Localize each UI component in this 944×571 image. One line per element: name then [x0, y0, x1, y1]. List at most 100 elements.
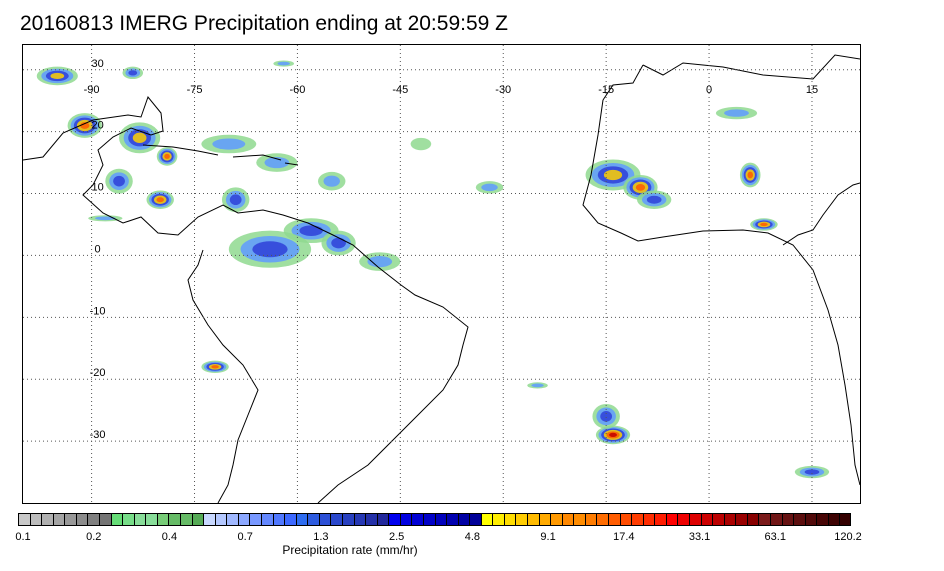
colorbar-cell [318, 513, 331, 526]
lat-label: -30 [90, 429, 106, 441]
precip-cell [229, 194, 242, 206]
colorbar-cell [260, 513, 273, 526]
colorbar-label: Precipitation rate (mm/hr) [282, 543, 418, 557]
colorbar-cell [365, 513, 378, 526]
precip-cell [600, 411, 613, 422]
colorbar-cell [677, 513, 690, 526]
colorbar-tick-label: 17.4 [613, 531, 635, 543]
precip-cell [50, 72, 65, 80]
colorbar-cell [52, 513, 65, 526]
colorbar-cell [561, 513, 574, 526]
precip-cell [531, 383, 544, 388]
colorbar-cell [98, 513, 111, 526]
colorbar-cell [827, 513, 840, 526]
colorbar-cell [110, 513, 123, 526]
colorbar-cell [469, 513, 482, 526]
colorbar-tick-label: 4.8 [464, 531, 481, 543]
colorbar-cell [503, 513, 516, 526]
colorbar-cell [214, 513, 227, 526]
colorbar-cell [422, 513, 435, 526]
precip-cell [132, 132, 147, 143]
gridlines [23, 45, 860, 503]
precip-cell [804, 469, 820, 475]
coastline-africa-gulf [782, 182, 860, 246]
precipitation-layer [36, 60, 830, 479]
colorbar-cell [191, 513, 204, 526]
precipitation-map: -90 -75 -60 -45 -30 -15 0 15 30 20 10 0 -10 -20 -30 [22, 44, 861, 504]
coastline-americas [23, 95, 469, 503]
precip-cell [331, 237, 346, 249]
colorbar-cell [793, 513, 806, 526]
colorbar-cell [515, 513, 528, 526]
coastline-south-america-west [187, 249, 259, 503]
lat-label: 10 [91, 182, 103, 194]
lon-label: -30 [495, 84, 511, 96]
colorbar-cell [237, 513, 250, 526]
colorbar-cell [87, 513, 100, 526]
colorbar-cell [492, 513, 505, 526]
precip-cell [367, 256, 393, 268]
colorbar-cell [723, 513, 736, 526]
lat-label: 30 [91, 58, 103, 70]
precip-cell [410, 137, 432, 151]
colorbar-cell [75, 513, 88, 526]
precip-cell [724, 109, 749, 117]
lat-label: -10 [90, 305, 106, 317]
colorbar-cell [133, 513, 146, 526]
colorbar-cell [770, 513, 782, 526]
colorbar-cell [538, 513, 551, 526]
colorbar [18, 513, 852, 526]
lon-label: -75 [187, 84, 203, 96]
colorbar-tick-label: 1.3 [313, 531, 329, 543]
colorbar-cell [527, 513, 540, 526]
lat-label: -20 [90, 367, 106, 379]
precip-cell [113, 175, 125, 187]
colorbar-tick-label: 0.7 [237, 531, 253, 543]
precip-cell [264, 157, 290, 169]
colorbar-tick-label: 63.1 [764, 531, 786, 543]
colorbar-cell [446, 513, 459, 526]
colorbar-tick-label: 9.1 [540, 531, 556, 543]
colorbar-cell [295, 513, 308, 526]
precip-cell [211, 365, 219, 369]
colorbar-tick-label: 0.1 [15, 531, 31, 543]
colorbar-cell [712, 513, 725, 526]
colorbar-tick-label: 33.1 [688, 531, 711, 543]
precip-cell [609, 432, 617, 438]
colorbar-cell [654, 513, 667, 526]
colorbar-cell [249, 513, 262, 526]
colorbar-cell [411, 513, 424, 526]
colorbar-cell [434, 513, 447, 526]
colorbar-cell [457, 513, 470, 526]
colorbar-cell [41, 513, 54, 526]
precip-cell [277, 61, 290, 66]
colorbar-cell [700, 513, 713, 526]
colorbar-cell [631, 513, 644, 526]
colorbar-cell [29, 513, 42, 526]
colorbar-cell [804, 513, 817, 526]
coastlines [23, 54, 860, 503]
precip-cell [747, 171, 754, 179]
colorbar-cell [573, 513, 586, 526]
precip-cell [323, 175, 340, 187]
colorbar-cell [272, 513, 285, 526]
colorbar-cell [399, 513, 412, 526]
coastline-africa [582, 54, 860, 486]
precip-cell [603, 169, 623, 181]
lon-label: -60 [289, 84, 305, 96]
precip-cell [80, 122, 90, 129]
colorbar-cell [746, 513, 759, 526]
precip-cell [252, 241, 288, 258]
colorbar-cell [584, 513, 597, 526]
lon-label: -45 [392, 84, 408, 96]
colorbar-tick-label: 0.4 [161, 531, 178, 543]
lat-label: 0 [95, 243, 101, 255]
colorbar-cell [203, 513, 216, 526]
colorbar-cell [353, 513, 366, 526]
colorbar-cell [758, 513, 771, 526]
precip-cell [156, 197, 164, 203]
precip-cell [635, 183, 646, 191]
colorbar-cell [735, 513, 748, 526]
precip-cell [95, 216, 116, 221]
colorbar-cell [619, 513, 632, 526]
